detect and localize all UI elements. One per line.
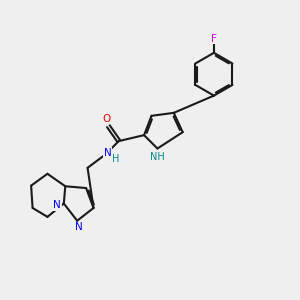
Text: N: N xyxy=(104,148,112,158)
Text: O: O xyxy=(103,114,111,124)
Text: N: N xyxy=(53,200,61,210)
Text: N: N xyxy=(75,222,83,232)
Text: H: H xyxy=(112,154,119,164)
Text: NH: NH xyxy=(150,152,165,162)
Text: F: F xyxy=(211,34,217,44)
